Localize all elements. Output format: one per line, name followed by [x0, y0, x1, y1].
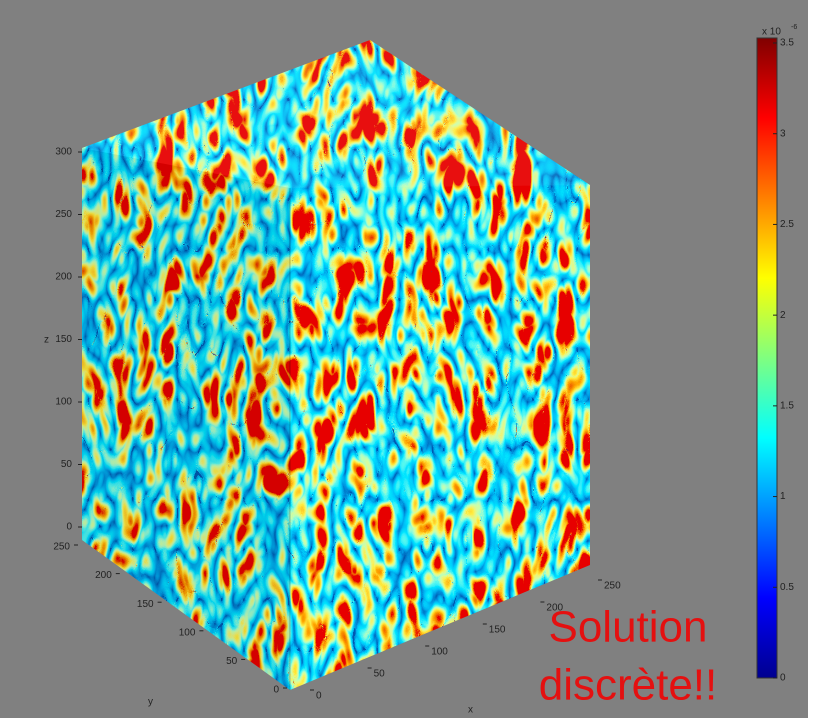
x-axis-label: x — [468, 705, 473, 716]
annotation-line: discrète!! — [539, 661, 718, 710]
colorbar-tick-label: 3.5 — [780, 38, 794, 49]
colorbar-tick-label: 0 — [780, 673, 786, 684]
y-tick-label: 100 — [179, 627, 196, 638]
y-tick-label: 0 — [273, 685, 279, 696]
z-tick-label: 150 — [55, 334, 72, 345]
colorbar-tick-label: 0.5 — [780, 582, 794, 593]
z-tick-label: 100 — [55, 397, 72, 408]
colorbar-tick-label: 3 — [780, 128, 786, 139]
colorbar-tick-label: 1 — [780, 491, 786, 502]
y-tick-label: 250 — [53, 542, 70, 553]
y-axis-label: y — [148, 697, 153, 708]
z-tick-label: 200 — [55, 272, 72, 283]
z-tick-label: 250 — [55, 209, 72, 220]
x-tick-label: 50 — [374, 669, 386, 680]
colorbar-exponent: -6 — [791, 24, 797, 31]
annotation-line: Solution — [548, 603, 707, 652]
figure: x 10 -6 z y x Solution discrète!! 050100… — [0, 0, 817, 727]
y-tick-label: 200 — [95, 570, 112, 581]
x-tick-label: 200 — [546, 603, 563, 614]
z-axis-label: z — [44, 335, 49, 346]
x-tick-label: 250 — [604, 581, 621, 592]
y-tick-label: 50 — [226, 656, 238, 667]
z-tick-label: 50 — [61, 459, 73, 470]
colorbar-tick-label: 1.5 — [780, 400, 794, 411]
y-tick-label: 150 — [137, 599, 154, 610]
x-tick-label: 100 — [431, 647, 448, 658]
colorbar-tick-label: 2 — [780, 310, 786, 321]
x-tick-label: 0 — [316, 691, 322, 702]
colorbar-exponent-base: x 10 — [762, 27, 781, 38]
z-tick-label: 300 — [55, 147, 72, 158]
z-tick-label: 0 — [66, 522, 72, 533]
x-tick-label: 150 — [489, 625, 506, 636]
page: {"plot": { "z_axis": {"label": "z", "tic… — [0, 0, 817, 727]
colorbar-tick-label: 2.5 — [780, 219, 794, 230]
